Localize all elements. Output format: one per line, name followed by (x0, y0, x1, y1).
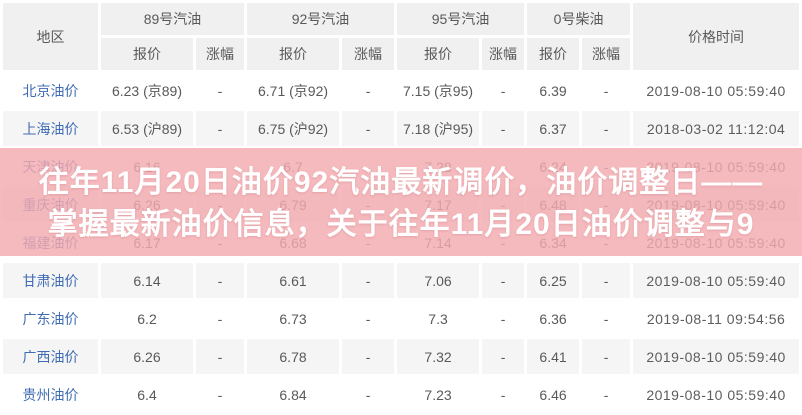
table-row: 甘肃油价 6.14 - 6.61 - 7.06 - 6.25 - 2019-08… (3, 263, 800, 298)
change-89-cell: - (217, 310, 223, 327)
change-95-cell: - (482, 339, 525, 374)
region-cell: 广东油价 (3, 301, 98, 336)
price-92-cell: 6.71 (京92) (257, 82, 329, 99)
subheader-price-95: 报价 (397, 38, 480, 70)
price-0-cell: 6.37 (527, 111, 580, 146)
subheader-change-89: 涨幅 (196, 38, 245, 70)
change-89-cell: - (217, 386, 223, 403)
col-header-95-gasoline: 95号汽油 (397, 3, 525, 35)
subheader-price-89: 报价 (101, 38, 193, 70)
subheader-change-95: 涨幅 (482, 38, 525, 70)
price-92-cell: 6.61 (247, 263, 340, 298)
col-header-0-diesel: 0号柴油 (527, 3, 631, 35)
region-cell: 北京油价 (3, 73, 98, 108)
banner-title-line1: 往年11月20日油价92汽油最新调价，油价调整日—— (38, 166, 764, 199)
change-95-cell: - (500, 386, 506, 403)
banner-title-line2: 掌握最新油价信息，关于往年11月20日油价调整与9 (47, 208, 755, 241)
region-cell: 上海油价 (3, 111, 98, 146)
price-89-cell: 6.23 (京89) (111, 82, 183, 99)
price-0-cell: 6.39 (539, 82, 567, 99)
change-92-cell: - (342, 263, 395, 298)
region-cell: 广西油价 (3, 339, 98, 374)
price-89-cell: 6.26 (101, 339, 193, 374)
col-header-89-gasoline: 89号汽油 (101, 3, 245, 35)
price-0-cell: 6.25 (527, 263, 580, 298)
price-95-cell: 7.32 (397, 339, 480, 374)
region-link[interactable]: 上海油价 (22, 120, 79, 137)
price-95-cell: 7.06 (397, 263, 480, 298)
price-92-cell: 6.73 (279, 310, 307, 327)
subheader-change-92: 涨幅 (342, 38, 395, 70)
table-row: 贵州油价 6.4 - 6.84 - 7.23 - 6.46 - 2019-08-… (3, 377, 799, 412)
region-cell: 甘肃油价 (3, 263, 98, 298)
change-92-cell: - (365, 386, 371, 403)
price-time-cell: 2018-03-02 11:12:04 (633, 111, 800, 146)
table-row: 广东油价 6.2 - 6.73 - 7.3 - 6.36 - 2019-08-1… (3, 301, 799, 336)
price-95-cell: 7.18 (沪95) (397, 111, 480, 146)
price-89-cell: 6.2 (137, 310, 157, 327)
change-89-cell: - (217, 82, 223, 99)
region-link[interactable]: 北京油价 (22, 82, 79, 99)
price-time-cell: 2019-08-10 05:59:40 (633, 263, 800, 298)
table-row: 上海油价 6.53 (沪89) - 6.75 (沪92) - 7.18 (沪95… (3, 111, 800, 146)
price-95-cell: 7.23 (424, 386, 452, 403)
change-89-cell: - (196, 111, 245, 146)
price-time-cell: 2019-08-10 05:59:40 (646, 386, 786, 403)
price-89-cell: 6.4 (137, 386, 157, 403)
price-0-cell: 6.36 (539, 310, 567, 327)
col-header-region: 地区 (3, 3, 98, 70)
price-time-cell: 2019-08-11 09:54:56 (646, 310, 786, 327)
change-0-cell: - (603, 386, 609, 403)
price-0-cell: 6.46 (539, 386, 567, 403)
change-0-cell: - (603, 82, 609, 99)
price-time-cell: 2019-08-10 05:59:40 (646, 82, 786, 99)
region-cell: 贵州油价 (3, 377, 98, 412)
price-95-cell: 7.15 (京95) (403, 82, 474, 99)
change-0-cell: - (582, 339, 631, 374)
price-89-cell: 6.14 (101, 263, 193, 298)
change-92-cell: - (342, 111, 395, 146)
price-92-cell: 6.75 (沪92) (247, 111, 340, 146)
price-95-cell: 7.3 (428, 310, 448, 327)
col-header-price-time: 价格时间 (633, 3, 800, 70)
region-link[interactable]: 贵州油价 (22, 386, 79, 403)
change-92-cell: - (342, 339, 395, 374)
subheader-price-0: 报价 (527, 38, 580, 70)
price-89-cell: 6.53 (沪89) (101, 111, 193, 146)
change-95-cell: - (500, 310, 506, 327)
change-89-cell: - (196, 263, 245, 298)
change-0-cell: - (582, 111, 631, 146)
change-95-cell: - (482, 263, 525, 298)
price-92-cell: 6.78 (247, 339, 340, 374)
region-link[interactable]: 甘肃油价 (22, 272, 79, 289)
table-row: 广西油价 6.26 - 6.78 - 7.32 - 6.41 - 2019-08… (3, 339, 800, 374)
change-92-cell: - (365, 310, 371, 327)
price-0-cell: 6.41 (527, 339, 580, 374)
change-0-cell: - (582, 263, 631, 298)
col-header-92-gasoline: 92号汽油 (247, 3, 395, 35)
table-header: 地区 89号汽油 92号汽油 95号汽油 0号柴油 价格时间 报价 涨幅 报价 … (3, 3, 800, 70)
subheader-change-0: 涨幅 (582, 38, 631, 70)
region-link[interactable]: 广西油价 (22, 348, 79, 365)
change-89-cell: - (196, 339, 245, 374)
change-0-cell: - (603, 310, 609, 327)
change-95-cell: - (500, 82, 506, 99)
title-banner-overlay: 往年11月20日油价92汽油最新调价，油价调整日—— 掌握最新油价信息，关于往年… (0, 148, 802, 256)
change-92-cell: - (365, 82, 371, 99)
change-95-cell: - (482, 111, 525, 146)
region-link[interactable]: 广东油价 (22, 310, 79, 327)
price-92-cell: 6.84 (279, 386, 307, 403)
table-row: 北京油价 6.23 (京89) - 6.71 (京92) - 7.15 (京95… (3, 73, 799, 108)
price-time-cell: 2019-08-10 05:59:40 (633, 339, 800, 374)
subheader-price-92: 报价 (247, 38, 340, 70)
